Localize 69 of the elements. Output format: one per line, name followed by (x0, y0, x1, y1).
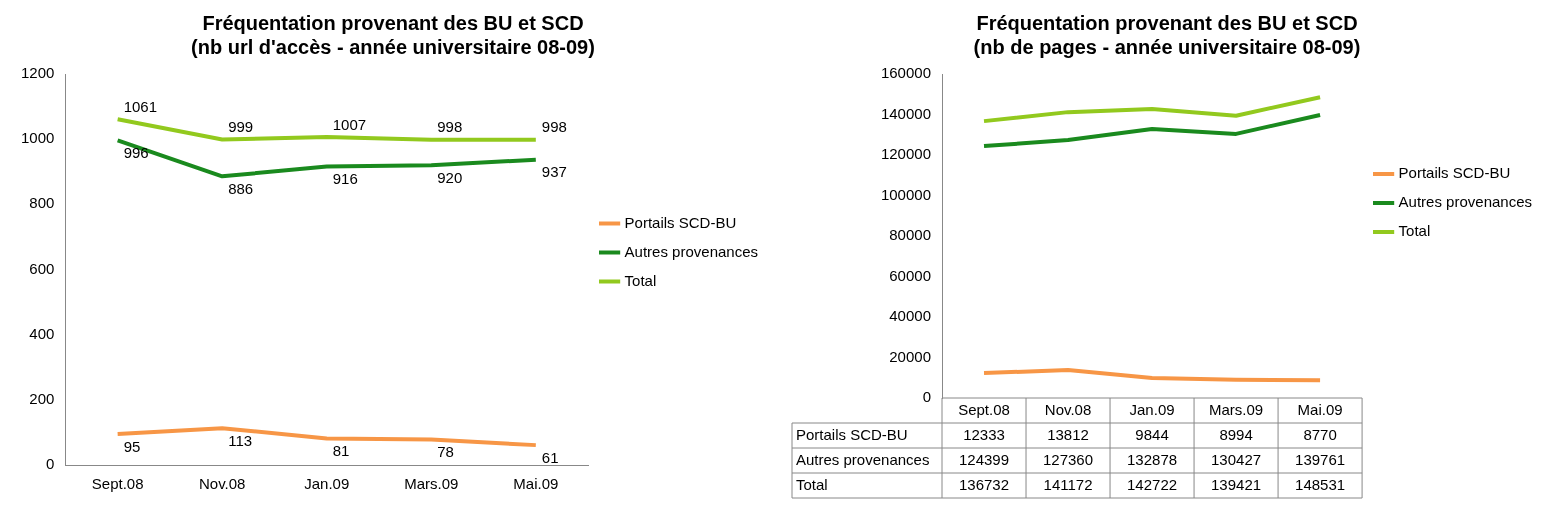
data-label: 132878 (1127, 450, 1178, 468)
y-tick-label: 1000 (20, 129, 55, 147)
y-tick-label: 0 (46, 455, 55, 473)
y-tick-label: 160000 (880, 64, 931, 82)
data-label: 998 (541, 118, 567, 136)
legend-label: Total (624, 271, 657, 289)
text: Autres provenances (796, 450, 930, 468)
data-label: 8770 (1303, 425, 1337, 443)
data-label: 124399 (958, 450, 1010, 468)
data-label: 1061 (123, 97, 158, 115)
data-label: 999 (228, 118, 254, 136)
x-tick-label: Nov.08 (198, 475, 246, 493)
chart-subtitle: (nb de pages - année universitaire 08-09) (973, 35, 1361, 58)
y-tick-label: 80000 (889, 226, 931, 244)
data-label: 916 (332, 170, 358, 188)
data-label: 61 (541, 448, 559, 466)
text: Total (796, 475, 828, 493)
data-label: 139761 (1295, 450, 1346, 468)
data-label: 139421 (1211, 475, 1262, 493)
y-tick-label: 200 (29, 389, 55, 407)
data-label: 95 (123, 437, 141, 455)
data-label: 130427 (1211, 450, 1262, 468)
data-label: 9844 (1135, 425, 1169, 443)
y-tick-label: 600 (29, 259, 55, 277)
data-label: 113 (228, 431, 253, 449)
data-label: 886 (228, 179, 254, 197)
data-label: 920 (437, 168, 463, 186)
data-label: 998 (437, 118, 463, 136)
x-tick-label: Mai.09 (513, 475, 559, 493)
legend-label: Autres provenances (624, 242, 759, 260)
legend-label: Autres provenances (1398, 193, 1533, 211)
data-label: 937 (541, 163, 567, 181)
data-label: 127360 (1043, 450, 1094, 468)
data-label: 13812 (1047, 425, 1089, 443)
x-tick-label: Sept.08 (91, 475, 144, 493)
legend-label: Portails SCD-BU (1398, 164, 1511, 182)
data-label: 8994 (1219, 425, 1253, 443)
y-tick-label: 60000 (889, 266, 931, 284)
chart-title: Fréquentation provenant des BU et SCD (976, 11, 1358, 34)
x-tick-label: Nov.08 (1044, 400, 1092, 418)
y-tick-label: 800 (29, 194, 55, 212)
chart-subtitle: (nb url d'accès - année universitaire 08-09) (191, 35, 595, 58)
data-label: 142722 (1127, 475, 1178, 493)
data-label: 136732 (958, 475, 1010, 493)
data-label: 148531 (1295, 475, 1346, 493)
x-tick-label: Mars.09 (1208, 400, 1264, 418)
chart-title: Fréquentation provenant des BU et SCD (202, 11, 584, 34)
x-tick-label: Mars.09 (404, 475, 459, 493)
data-label: 1007 (332, 115, 367, 133)
legend-label: Total (1398, 222, 1431, 240)
legend-label: Portails SCD-BU (624, 213, 737, 231)
y-tick-label: 40000 (889, 307, 931, 325)
y-tick-label: 400 (29, 324, 55, 342)
data-label: 12333 (963, 425, 1005, 443)
data-label: 81 (332, 442, 350, 460)
x-tick-label: Jan.09 (304, 475, 350, 493)
y-tick-label: 20000 (889, 347, 931, 365)
y-tick-label: 140000 (880, 104, 931, 122)
y-tick-label: 0 (922, 388, 931, 406)
x-tick-label: Sept.08 (958, 400, 1010, 418)
data-label: 78 (437, 443, 454, 461)
data-label: 996 (123, 144, 149, 162)
x-tick-label: Mai.09 (1297, 400, 1343, 418)
data-label: 141172 (1043, 475, 1093, 493)
y-tick-label: 1200 (20, 64, 55, 82)
y-tick-label: 120000 (880, 145, 931, 163)
x-tick-label: Jan.09 (1129, 400, 1175, 418)
y-tick-label: 100000 (880, 185, 931, 203)
text: Portails SCD-BU (796, 425, 908, 443)
